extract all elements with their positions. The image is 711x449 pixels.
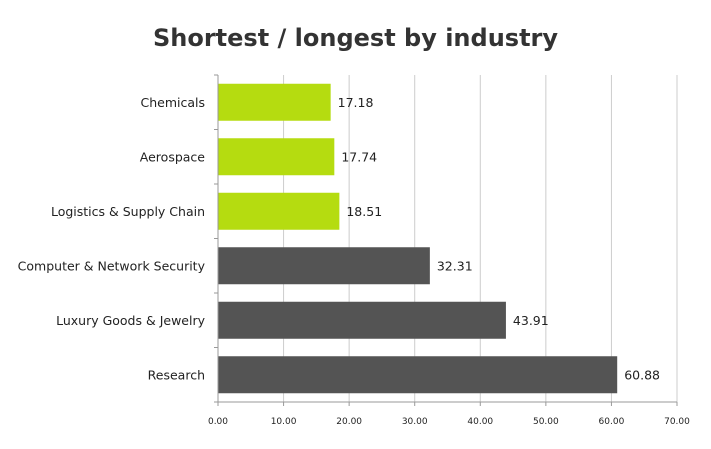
chart-title: Shortest / longest by industry [152, 24, 559, 52]
x-tick-label: 50.00 [533, 417, 559, 427]
x-tick-label: 40.00 [467, 417, 493, 427]
category-label: Luxury Goods & Jewelry [56, 313, 206, 328]
value-label: 43.91 [513, 313, 549, 328]
category-label: Computer & Network Security [18, 258, 206, 273]
category-label: Research [148, 367, 205, 382]
bars [218, 83, 618, 394]
x-tick-label: 60.00 [599, 417, 625, 427]
bar-2 [218, 192, 340, 230]
value-label: 60.88 [624, 367, 660, 382]
category-label: Logistics & Supply Chain [51, 204, 205, 219]
labels: 0.00 10.00 20.00 30.00 40.00 50.00 60.00 70.00 C… [18, 95, 691, 427]
value-label: 32.31 [437, 258, 473, 273]
category-label: Aerospace [140, 149, 206, 164]
value-label: 17.74 [341, 149, 377, 164]
bar-1 [218, 138, 335, 176]
value-label: 17.18 [338, 95, 374, 110]
bar-3 [218, 247, 430, 285]
bar-0 [218, 83, 331, 121]
x-tick-label: 20.00 [336, 417, 362, 427]
bar-4 [218, 301, 506, 339]
x-tick-label: 0.00 [208, 417, 228, 427]
x-tick-label: 30.00 [402, 417, 428, 427]
bar-5 [218, 356, 618, 394]
value-label: 18.51 [346, 204, 382, 219]
x-tick-label: 70.00 [664, 417, 690, 427]
x-tick-label: 10.00 [271, 417, 297, 427]
grid-lines [283, 75, 678, 402]
category-label: Chemicals [140, 95, 205, 110]
axes [214, 74, 678, 406]
